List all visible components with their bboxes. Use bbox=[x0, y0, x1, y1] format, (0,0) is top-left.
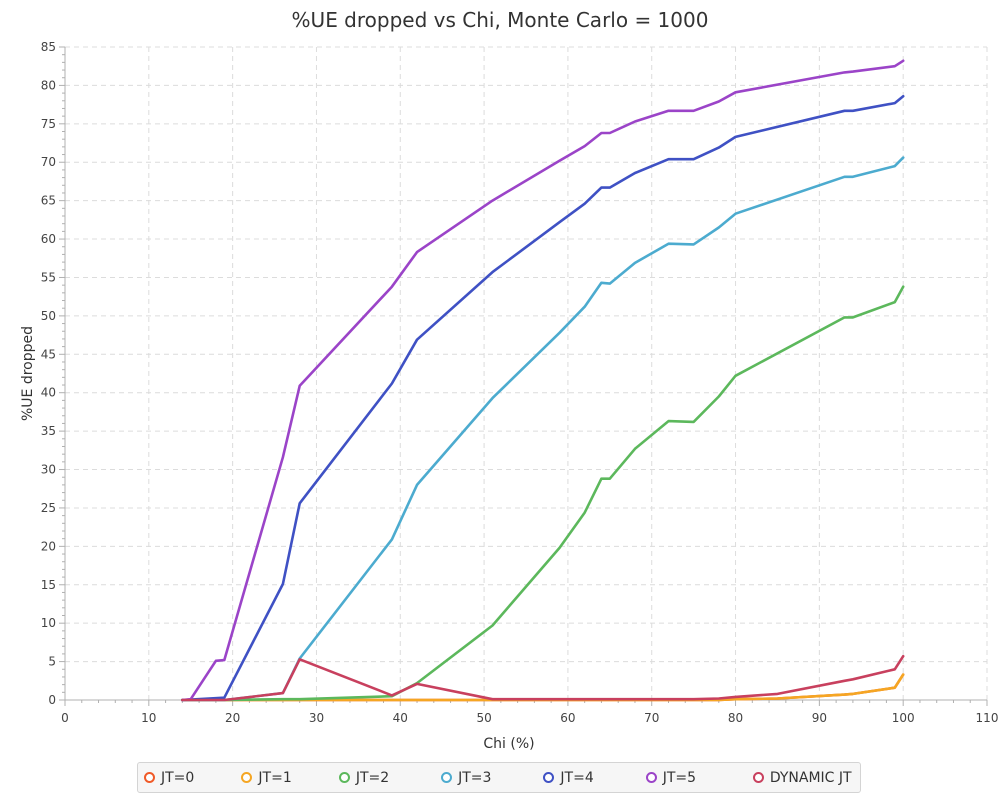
y-tick-label: 80 bbox=[41, 78, 56, 92]
chart-title: %UE dropped vs Chi, Monte Carlo = 1000 bbox=[291, 8, 709, 32]
legend-label: JT=5 bbox=[662, 769, 697, 786]
legend-item[interactable]: JT=4 bbox=[543, 770, 645, 786]
legend-marker-icon bbox=[543, 772, 555, 783]
y-axis-label: %UE dropped bbox=[20, 326, 36, 421]
x-tick-label: 20 bbox=[225, 711, 240, 725]
series-line-jt-5 bbox=[181, 59, 905, 702]
x-tick-label: 10 bbox=[141, 711, 156, 725]
legend-item[interactable]: JT=0 bbox=[144, 770, 241, 786]
legend-marker-icon bbox=[752, 772, 764, 783]
legend-label: JT=0 bbox=[161, 769, 195, 786]
y-tick-label: 85 bbox=[41, 40, 56, 54]
x-tick-label: 90 bbox=[812, 711, 827, 725]
x-tick-label: 50 bbox=[476, 711, 491, 725]
axes: %UE dropped Chi (%) 0 5 10 15 20 25 30 35 40 45 50… bbox=[20, 40, 998, 752]
grid bbox=[65, 46, 988, 700]
legend-item[interactable]: JT=3 bbox=[441, 770, 543, 786]
legend-item[interactable]: DYNAMIC JT bbox=[752, 769, 860, 786]
y-tick-label: 65 bbox=[41, 194, 56, 208]
legend-label: JT=3 bbox=[458, 769, 492, 786]
y-tick-label: 20 bbox=[41, 539, 56, 553]
x-tick-label: 80 bbox=[728, 711, 743, 725]
y-tick-label: 45 bbox=[41, 347, 56, 361]
y-tick-label: 15 bbox=[41, 578, 56, 592]
x-tick-label: 0 bbox=[61, 711, 69, 725]
y-tick-label: 25 bbox=[41, 501, 56, 515]
series-line-dynamic-jt bbox=[181, 654, 905, 702]
legend-label: JT=1 bbox=[258, 769, 292, 786]
series-line-jt-2 bbox=[181, 285, 905, 702]
y-tick-label: 60 bbox=[41, 232, 56, 246]
legend-item[interactable]: JT=1 bbox=[241, 770, 338, 786]
series-lines bbox=[181, 59, 905, 702]
series-line-jt-3 bbox=[181, 156, 905, 702]
y-tick-label: 55 bbox=[41, 270, 56, 284]
series-line-jt-4 bbox=[181, 94, 905, 702]
x-tick-label: 100 bbox=[892, 711, 915, 725]
legend-marker-icon bbox=[338, 772, 350, 783]
x-tick-label: 110 bbox=[976, 711, 999, 725]
legend-item[interactable]: JT=5 bbox=[645, 769, 753, 786]
y-tick-label: 75 bbox=[41, 117, 56, 131]
y-tick-label: 35 bbox=[41, 424, 56, 438]
legend-label: JT=2 bbox=[355, 769, 390, 786]
y-tick-label: 5 bbox=[48, 655, 56, 669]
legend-marker-icon bbox=[441, 772, 453, 783]
legend: JT=0 JT=1 JT=2 JT=3 JT=4 JT=5 DYNAMIC JT bbox=[137, 762, 861, 793]
y-tick-label: 30 bbox=[41, 463, 56, 477]
legend-label: DYNAMIC JT bbox=[769, 769, 852, 786]
y-tick-label: 0 bbox=[48, 693, 56, 707]
legend-marker-icon bbox=[241, 772, 253, 783]
y-tick-label: 70 bbox=[41, 155, 56, 169]
x-tick-label: 40 bbox=[393, 711, 408, 725]
x-tick-label: 70 bbox=[644, 711, 659, 725]
y-tick-label: 10 bbox=[41, 616, 56, 630]
x-axis-label: Chi (%) bbox=[483, 736, 534, 752]
y-tick-label: 40 bbox=[41, 386, 56, 400]
legend-marker-icon bbox=[144, 772, 155, 783]
legend-marker-icon bbox=[645, 772, 657, 783]
x-tick-label: 30 bbox=[309, 711, 324, 725]
legend-label: JT=4 bbox=[560, 769, 594, 786]
y-tick-label: 50 bbox=[41, 309, 56, 323]
legend-item[interactable]: JT=2 bbox=[338, 769, 441, 786]
x-tick-label: 60 bbox=[560, 711, 575, 725]
